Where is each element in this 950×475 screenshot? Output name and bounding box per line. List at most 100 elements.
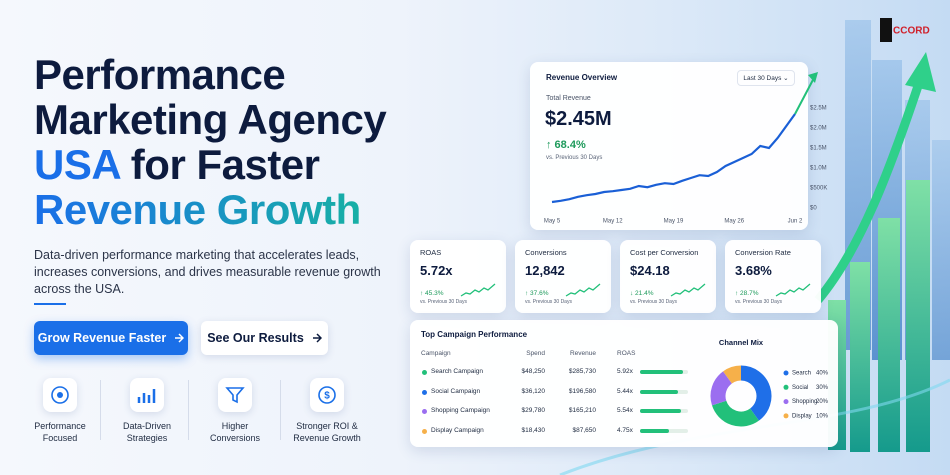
kpi-value: 3.68% bbox=[735, 263, 772, 278]
deco-bar bbox=[850, 262, 870, 452]
kpi-change: ↑ 45.3% bbox=[420, 290, 444, 297]
divider bbox=[34, 303, 66, 305]
feature-label: Data-Driven bbox=[122, 421, 171, 431]
feature-label: Revenue Growth bbox=[293, 433, 361, 443]
table-cell: $18,430 bbox=[521, 426, 546, 434]
revenue-card: Last 30 Days ⌄ Total Revenue $2.45M ↑ 68… bbox=[530, 62, 808, 230]
kpi-label: Conversions bbox=[525, 248, 567, 257]
table-cell: $48,250 bbox=[521, 368, 546, 375]
feature-label: Focused bbox=[42, 433, 78, 443]
table-cell: 4.75x bbox=[617, 426, 633, 434]
feature-icon: $ bbox=[310, 378, 344, 412]
table-cell: 5.92x bbox=[617, 368, 633, 375]
icon: $ bbox=[318, 386, 336, 404]
feature-label: Performance bbox=[34, 421, 86, 431]
kpi-value: $24.18 bbox=[630, 263, 670, 278]
table-cell: $285,730 bbox=[568, 368, 596, 375]
table-cell: Search Campaign bbox=[431, 368, 484, 375]
kpi-value: 12,842 bbox=[525, 263, 565, 278]
roas-fill bbox=[640, 389, 679, 394]
row-dot bbox=[422, 370, 427, 375]
feature-label: Stronger ROI & bbox=[296, 421, 358, 431]
description-line: Data-driven performance marketing that a… bbox=[34, 248, 360, 262]
deco-bar bbox=[878, 218, 900, 452]
kpi-note: vs. Previous 30 Days bbox=[420, 299, 467, 305]
kpi-label: Conversion Rate bbox=[735, 248, 791, 257]
button-label: See Our Results bbox=[207, 331, 304, 345]
total-value: $2.45M bbox=[545, 108, 612, 130]
arrow-icon bbox=[175, 333, 185, 343]
roas-fill bbox=[640, 428, 669, 433]
headline-highlight: USA bbox=[34, 141, 120, 188]
building bbox=[932, 140, 950, 360]
deco-bar bbox=[906, 180, 930, 452]
feature: Performance Focused bbox=[15, 378, 105, 444]
roas-fill bbox=[640, 409, 681, 413]
feature: $ Stronger ROI & Revenue Growth bbox=[282, 378, 372, 444]
headline-line: Revenue Growth bbox=[34, 187, 386, 232]
kpi-card: Cost per Conversion $24.18 ↓ 21.4% vs. Prev… bbox=[620, 240, 716, 313]
kpi-card: ROAS 5.72x ↑ 45.3% vs. Previous 30 Days bbox=[410, 240, 506, 313]
table-cell: $36,120 bbox=[521, 387, 546, 395]
kpi-change: ↓ 21.4% bbox=[630, 290, 654, 297]
period-label: Last 30 Days bbox=[743, 74, 782, 82]
kpi-label: Cost per Conversion bbox=[630, 248, 699, 257]
svg-text:$: $ bbox=[324, 391, 330, 402]
feature: Data-Driven Strategies bbox=[102, 378, 192, 444]
table-title: Top Campaign Performance bbox=[421, 330, 528, 339]
table-cell: Social Campaign bbox=[431, 387, 481, 395]
feature-divider bbox=[188, 380, 189, 440]
arrow-icon bbox=[312, 333, 322, 343]
row-dot bbox=[422, 428, 427, 434]
row-dot bbox=[422, 389, 427, 395]
sparkline bbox=[775, 283, 811, 297]
kpi-note: vs. Previous 30 Days bbox=[735, 299, 782, 305]
icon bbox=[225, 387, 245, 404]
table-cell: $29,780 bbox=[521, 407, 546, 414]
feature-icon bbox=[43, 378, 77, 412]
feature-icon bbox=[218, 378, 252, 412]
secondary-button[interactable]: See Our Results bbox=[201, 321, 328, 355]
table-cell: $87,650 bbox=[572, 426, 597, 434]
headline-line: Marketing Agency bbox=[34, 96, 387, 143]
kpi-card: Conversion Rate 3.68% ↑ 28.7% vs. Previous … bbox=[725, 240, 821, 313]
table-cell: Shopping Campaign bbox=[431, 407, 490, 414]
headline-line: USA for Faster bbox=[34, 142, 386, 187]
growth-arrow-head bbox=[905, 52, 936, 92]
logo-mark bbox=[880, 18, 892, 42]
sparkline bbox=[565, 283, 601, 297]
total-change: ↑ 68.4% bbox=[546, 139, 586, 151]
growth-arrow bbox=[814, 78, 925, 303]
primary-button[interactable]: Grow Revenue Faster bbox=[34, 321, 188, 355]
kpi-label: ROAS bbox=[420, 248, 442, 257]
headline-line: Performance bbox=[34, 51, 286, 98]
logo-text: CCORD bbox=[893, 26, 930, 37]
sparkline bbox=[460, 283, 496, 297]
feature-label: Higher bbox=[221, 421, 249, 431]
table-cell: $196,580 bbox=[568, 387, 596, 395]
kpi-value: 5.72x bbox=[420, 263, 453, 278]
kpi-change: ↑ 28.7% bbox=[735, 290, 759, 297]
kpi-card: Conversions 12,842 ↑ 37.6% vs. Previous 30 … bbox=[515, 240, 611, 313]
table-cell: $165,210 bbox=[568, 407, 596, 414]
feature-icon bbox=[130, 378, 164, 412]
total-label: Total Revenue bbox=[546, 95, 591, 102]
description: Data-driven performance marketing that a… bbox=[34, 247, 381, 298]
table-cell: Display Campaign bbox=[431, 426, 484, 434]
feature: Higher Conversions bbox=[190, 378, 280, 444]
campaign-card: Top Campaign Performance Campaign Spend Re… bbox=[410, 320, 838, 447]
period-dropdown[interactable]: Last 30 Days ⌄ bbox=[737, 70, 795, 86]
table-header: Revenue bbox=[569, 350, 596, 357]
kpi-note: vs. Previous 30 Days bbox=[525, 299, 572, 305]
feature-divider bbox=[280, 380, 281, 440]
table-header: Spend bbox=[526, 350, 545, 357]
feature-label: Strategies bbox=[126, 433, 168, 443]
icon bbox=[137, 389, 156, 403]
table-header: Campaign bbox=[421, 350, 451, 357]
icon bbox=[51, 386, 69, 404]
headline-text: for Faster bbox=[130, 141, 320, 188]
change-note: vs. Previous 30 Days bbox=[546, 155, 603, 161]
headline: Performance Marketing Agency USA for Fas… bbox=[34, 51, 387, 232]
